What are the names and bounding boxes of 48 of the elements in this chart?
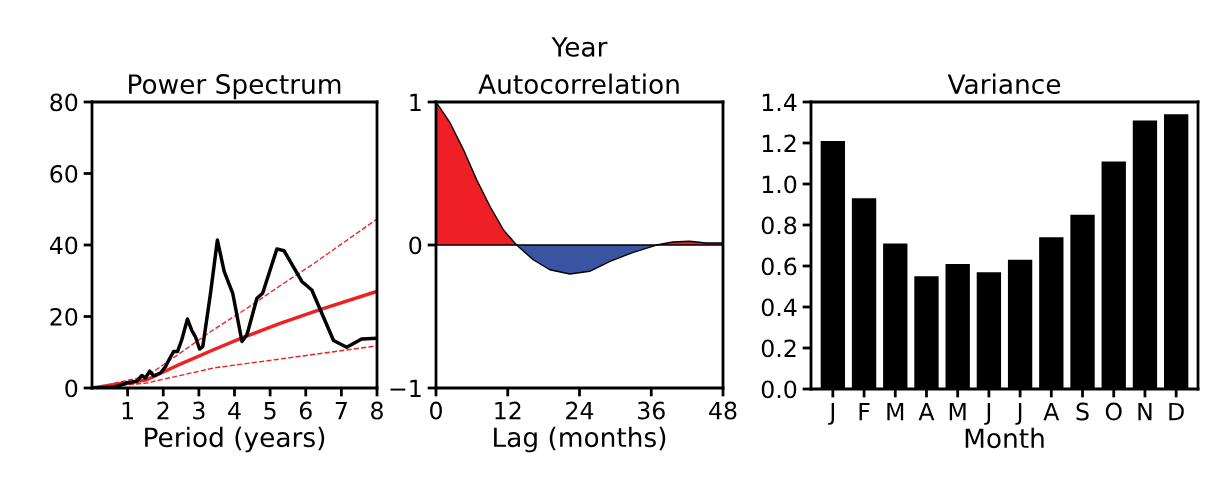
- y-tick-label: 60: [50, 164, 78, 183]
- x-tick-label: 48: [709, 401, 737, 420]
- y-tick-label: 1.2: [762, 134, 796, 152]
- x-tick-label: A: [918, 402, 935, 421]
- x-tick-label: M: [949, 402, 966, 421]
- x-tick-label: D: [1169, 402, 1184, 421]
- x-axis-title: Lag (months): [494, 426, 666, 453]
- y-tick-label: 1.0: [762, 175, 797, 194]
- y-tick-label: 0: [65, 379, 78, 398]
- y-tick-label: 1.4: [762, 93, 797, 111]
- y-tick-label: 0.8: [761, 216, 797, 235]
- x-tick-label: F: [859, 402, 870, 421]
- x-tick-label: 0: [430, 401, 442, 420]
- chart-title: Power Spectrum: [129, 74, 341, 100]
- x-tick-label: 24: [566, 401, 594, 420]
- text: Year: [551, 37, 608, 57]
- x-tick-label: 3: [193, 401, 205, 420]
- y-tick-label: 0.6: [761, 257, 797, 276]
- chart-title: Autocorrelation: [478, 73, 679, 95]
- x-tick-label: 5: [264, 401, 276, 420]
- x-tick-label: J: [984, 402, 991, 425]
- x-tick-label: O: [1105, 402, 1122, 421]
- y-tick-label: 0.4: [761, 298, 797, 317]
- y-tick-label: 20: [50, 307, 78, 326]
- x-tick-label: J: [1015, 402, 1022, 425]
- x-tick-label: 4: [228, 401, 241, 420]
- y-tick-label: 80: [50, 93, 78, 112]
- y-tick-label: −1: [390, 379, 421, 397]
- x-tick-label: 12: [495, 401, 521, 420]
- chart-title: Variance: [947, 73, 1061, 95]
- x-tick-label: N: [1138, 402, 1152, 421]
- x-tick-label: 6: [299, 401, 312, 420]
- y-tick-label: 0.2: [761, 339, 796, 358]
- x-tick-label: A: [1043, 402, 1060, 421]
- y-tick-label: 1: [410, 93, 421, 111]
- y-tick-label: 0.0: [761, 380, 797, 399]
- y-tick-label: 0: [409, 236, 422, 255]
- x-axis-title: Month: [965, 427, 1044, 449]
- x-tick-label: M: [887, 402, 904, 421]
- x-tick-label: 7: [335, 401, 347, 420]
- x-axis-title: Period (years): [145, 426, 325, 453]
- x-tick-label: J: [828, 402, 835, 425]
- x-tick-label: S: [1076, 402, 1089, 421]
- x-tick-label: 8: [371, 401, 383, 420]
- x-tick-label: 1: [122, 401, 133, 420]
- y-tick-label: 40: [49, 236, 78, 255]
- x-tick-label: 36: [638, 401, 665, 420]
- x-tick-label: 2: [157, 401, 169, 420]
